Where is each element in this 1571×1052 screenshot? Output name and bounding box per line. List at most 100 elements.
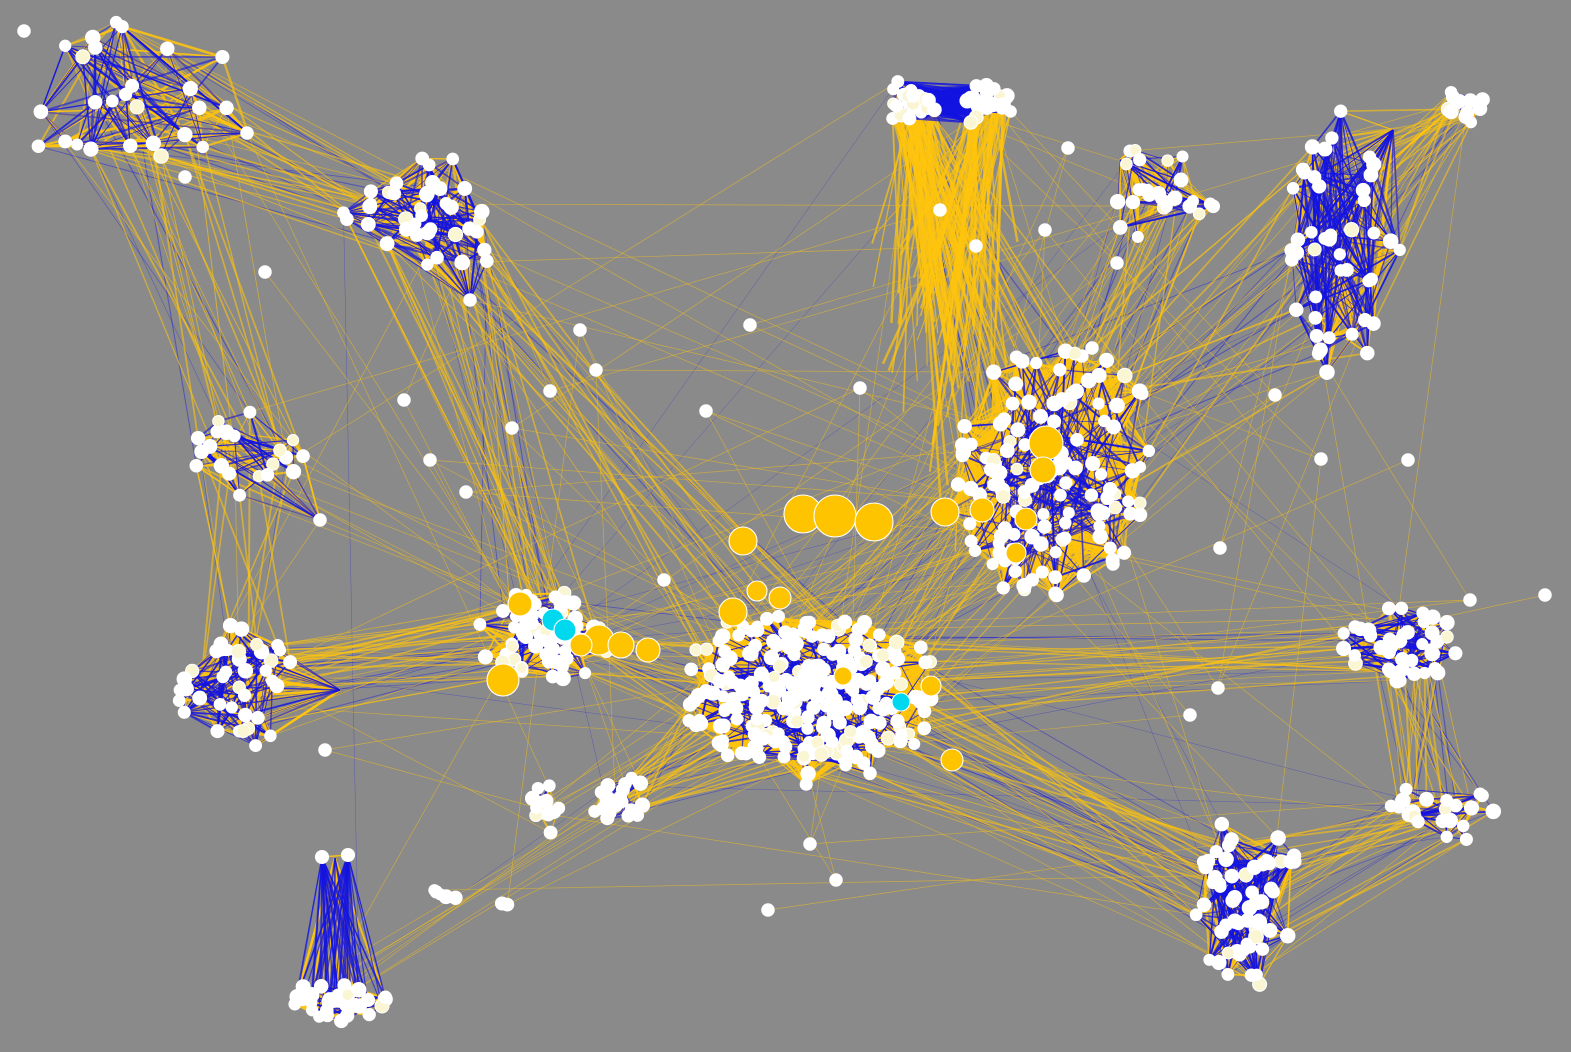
graph-node[interactable]	[1131, 383, 1148, 400]
graph-node[interactable]	[454, 254, 471, 271]
graph-node[interactable]	[539, 793, 554, 809]
graph-node[interactable]	[1064, 386, 1080, 402]
graph-node[interactable]	[1132, 183, 1146, 197]
graph-node[interactable]	[693, 715, 709, 731]
graph-node[interactable]	[362, 1007, 376, 1022]
graph-node[interactable]	[269, 678, 285, 694]
graph-node[interactable]	[1108, 500, 1123, 515]
graph-node[interactable]	[1333, 248, 1346, 261]
graph-node[interactable]	[543, 825, 558, 840]
graph-node[interactable]	[1068, 460, 1083, 476]
graph-node[interactable]	[1304, 139, 1321, 155]
graph-node[interactable]	[172, 694, 186, 707]
graph-node[interactable]	[579, 667, 592, 680]
graph-node[interactable]	[87, 94, 103, 110]
graph-node[interactable]	[771, 609, 785, 623]
graph-node[interactable]	[819, 698, 835, 713]
graph-node[interactable]	[1155, 192, 1168, 206]
graph-node[interactable]	[1442, 812, 1458, 829]
graph-node[interactable]	[1336, 640, 1352, 657]
graph-node[interactable]	[432, 181, 448, 197]
graph-node[interactable]	[573, 323, 587, 337]
graph-node[interactable]	[735, 687, 750, 702]
graph-node[interactable]	[858, 654, 873, 669]
graph-node[interactable]	[222, 466, 237, 481]
graph-node-accent[interactable]	[553, 618, 577, 642]
graph-node[interactable]	[865, 689, 881, 705]
graph-node[interactable]	[508, 621, 521, 634]
graph-node[interactable]	[801, 722, 814, 735]
graph-node[interactable]	[734, 746, 749, 761]
graph-node[interactable]	[209, 643, 224, 659]
graph-node[interactable]	[31, 139, 46, 153]
graph-node[interactable]	[1428, 661, 1442, 676]
graph-node[interactable]	[657, 573, 671, 587]
graph-node[interactable]	[997, 412, 1012, 427]
graph-node[interactable]	[182, 80, 198, 97]
graph-node[interactable]	[991, 464, 1008, 481]
graph-node[interactable]	[987, 478, 1001, 492]
graph-node[interactable]	[1440, 630, 1454, 644]
graph-node[interactable]	[115, 19, 129, 34]
graph-node-high-degree[interactable]	[1014, 507, 1038, 531]
graph-node[interactable]	[1227, 913, 1243, 929]
graph-node[interactable]	[726, 675, 740, 689]
graph-node-high-degree[interactable]	[728, 526, 758, 556]
graph-node[interactable]	[1393, 243, 1406, 257]
graph-node[interactable]	[1092, 397, 1105, 410]
graph-node[interactable]	[720, 748, 735, 763]
graph-node[interactable]	[1263, 881, 1279, 896]
graph-node[interactable]	[1095, 505, 1111, 521]
graph-node[interactable]	[803, 837, 817, 851]
graph-node[interactable]	[1014, 353, 1030, 369]
graph-node[interactable]	[238, 707, 253, 723]
graph-node[interactable]	[398, 221, 415, 237]
graph-node-high-degree[interactable]	[930, 497, 960, 527]
graph-node[interactable]	[477, 649, 493, 665]
graph-node-high-degree[interactable]	[569, 633, 593, 657]
graph-node[interactable]	[1110, 256, 1124, 270]
graph-node[interactable]	[524, 790, 541, 806]
graph-node[interactable]	[1008, 376, 1024, 392]
graph-node[interactable]	[320, 1008, 335, 1023]
graph-node[interactable]	[418, 187, 435, 203]
graph-node[interactable]	[1211, 954, 1227, 971]
graph-node[interactable]	[1290, 232, 1306, 247]
graph-node[interactable]	[1334, 104, 1348, 118]
graph-node[interactable]	[1355, 182, 1371, 198]
graph-node-high-degree[interactable]	[813, 494, 857, 538]
graph-node[interactable]	[305, 1004, 319, 1017]
graph-node[interactable]	[387, 186, 402, 201]
graph-node[interactable]	[1048, 570, 1063, 584]
graph-node[interactable]	[712, 634, 726, 648]
graph-node[interactable]	[969, 239, 983, 253]
graph-node[interactable]	[1176, 150, 1189, 163]
graph-node[interactable]	[565, 595, 582, 611]
graph-node[interactable]	[913, 640, 928, 655]
graph-node[interactable]	[1085, 455, 1101, 472]
graph-node[interactable]	[339, 999, 352, 1012]
graph-node[interactable]	[1485, 803, 1502, 820]
graph-node[interactable]	[1214, 816, 1230, 832]
graph-node[interactable]	[1206, 199, 1221, 214]
graph-node[interactable]	[621, 808, 636, 823]
graph-node[interactable]	[240, 126, 254, 140]
graph-node[interactable]	[799, 615, 813, 629]
graph-node[interactable]	[1463, 800, 1480, 816]
graph-node[interactable]	[1262, 923, 1278, 938]
graph-node[interactable]	[1279, 927, 1296, 944]
graph-node[interactable]	[525, 616, 539, 630]
graph-node[interactable]	[129, 99, 145, 115]
graph-node[interactable]	[1123, 506, 1138, 521]
graph-node[interactable]	[872, 628, 886, 642]
graph-node[interactable]	[264, 729, 277, 743]
graph-node[interactable]	[225, 701, 238, 714]
graph-node[interactable]	[59, 39, 72, 52]
graph-node[interactable]	[1098, 414, 1111, 428]
graph-node[interactable]	[250, 710, 265, 725]
graph-node[interactable]	[415, 209, 428, 222]
graph-node[interactable]	[1161, 154, 1174, 167]
graph-node[interactable]	[1362, 150, 1377, 164]
graph-node[interactable]	[717, 718, 731, 733]
